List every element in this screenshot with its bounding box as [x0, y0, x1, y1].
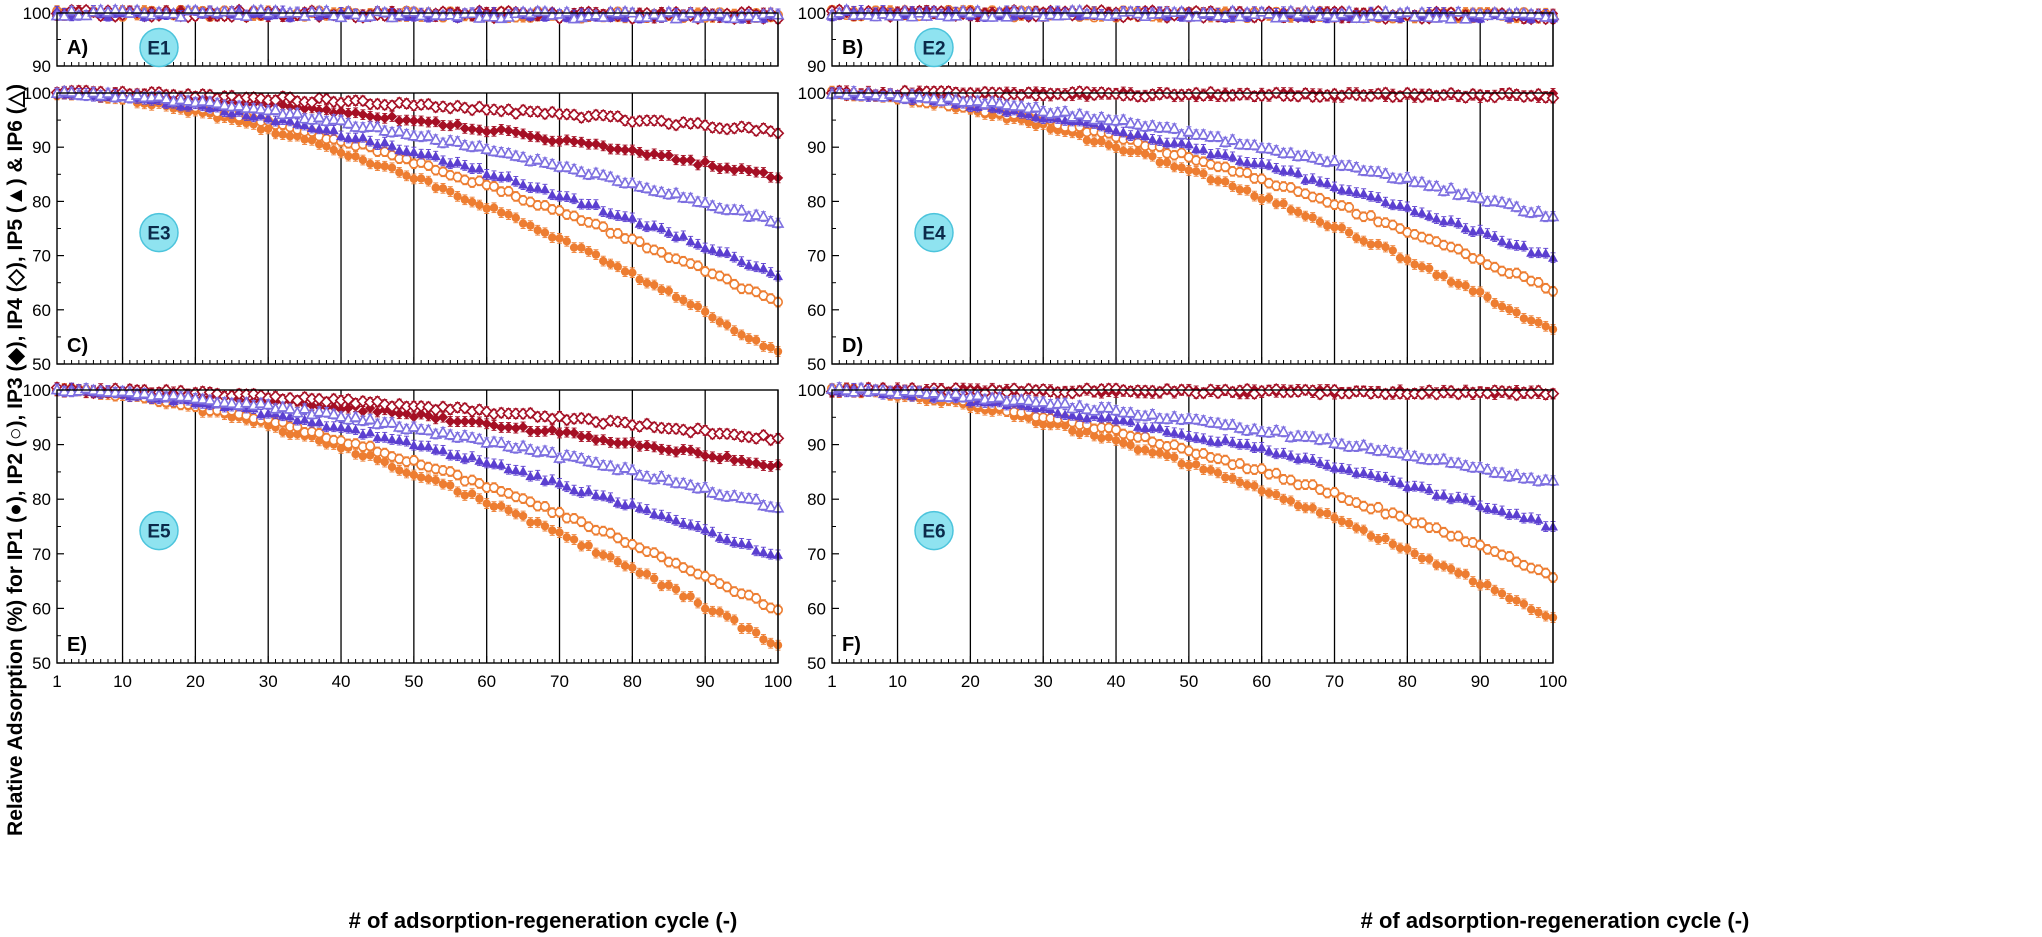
- data-point-ip6: [232, 8, 246, 20]
- series-ip6: [50, 3, 785, 24]
- data-point-ip6: [735, 9, 748, 21]
- panel-letter: A): [67, 37, 88, 59]
- data-point-ip6: [422, 5, 435, 18]
- y-tick-label: 90: [807, 57, 826, 76]
- data-point-ip6: [239, 9, 253, 21]
- data-point-ip6: [720, 10, 734, 23]
- data-point-ip6: [480, 9, 494, 22]
- data-point-ip6: [633, 10, 646, 22]
- data-point-ip6: [349, 7, 362, 20]
- y-tick-label: 100: [798, 4, 826, 23]
- data-point-ip6: [152, 5, 166, 17]
- data-point-ip6: [334, 10, 348, 23]
- data-point-ip6: [189, 3, 202, 16]
- data-point-ip6: [487, 10, 501, 22]
- data-point-ip6: [429, 8, 443, 20]
- data-point-ip6: [130, 3, 144, 15]
- data-point-ip6: [108, 3, 122, 15]
- data-point-ip6: [378, 5, 392, 18]
- data-point-ip6: [647, 7, 661, 20]
- data-point-ip6: [560, 5, 574, 17]
- experiment-tag: E1: [147, 39, 171, 60]
- data-point-ip6: [254, 3, 268, 15]
- data-point-ip6: [443, 8, 457, 20]
- panel-a: 90 100 A) E1: [23, 3, 785, 76]
- data-point-ip6: [625, 5, 639, 18]
- data-point-ip5: [561, 12, 572, 22]
- y-tick-label: 90: [32, 57, 51, 76]
- data-point-ip6: [174, 10, 188, 22]
- data-point-ip5: [605, 12, 616, 22]
- plot-frame: [56, 12, 779, 67]
- experiment-bubble: [139, 27, 179, 68]
- data-point-ip6: [684, 5, 697, 18]
- data-point-ip5: [620, 12, 631, 22]
- data-point-ip6: [327, 9, 341, 21]
- data-point-ip6: [283, 5, 297, 18]
- data-point-ip6: [589, 8, 603, 20]
- data-point-ip6: [72, 8, 86, 21]
- data-point-ip6: [742, 8, 756, 21]
- y-tick-label: 100: [23, 4, 51, 23]
- data-point-ip6: [94, 3, 108, 15]
- data-point-ip6: [116, 3, 129, 16]
- data-point-ip6: [764, 6, 778, 18]
